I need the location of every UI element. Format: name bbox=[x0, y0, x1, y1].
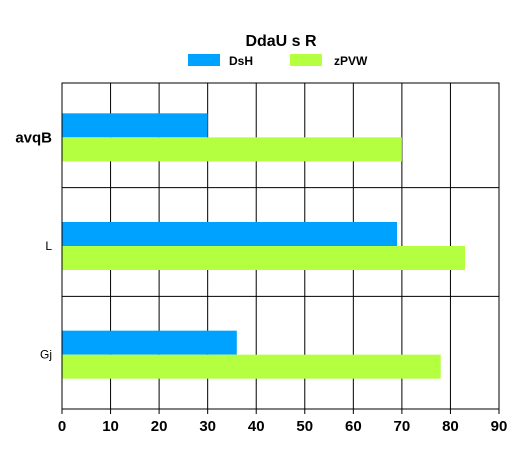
x-tick-label-80: 80 bbox=[442, 418, 459, 435]
legend-swatch-zPVW bbox=[290, 54, 322, 66]
legend-swatch-DsH bbox=[188, 54, 220, 66]
legend-label-zPVW: zPVW bbox=[334, 54, 368, 68]
plot-frame bbox=[61, 82, 500, 410]
bar-DsH-Gj bbox=[62, 330, 237, 355]
y-tick-label-Gj: Gj bbox=[40, 348, 52, 362]
bar-DsH-avqB bbox=[62, 113, 208, 138]
x-tick-label-10: 10 bbox=[102, 418, 119, 435]
chart-title: DdaU s R bbox=[245, 33, 317, 50]
x-tick-label-90: 90 bbox=[491, 418, 508, 435]
x-tick-label-20: 20 bbox=[151, 418, 168, 435]
y-tick-label-avqB: avqB bbox=[15, 129, 52, 146]
category-group-avqB bbox=[62, 113, 402, 162]
plot-area: avqB L Gj 0 10 20 30 40 50 60 70 80 90 bbox=[15, 82, 508, 435]
x-tick-label-30: 30 bbox=[199, 418, 216, 435]
category-group-L bbox=[62, 222, 466, 270]
x-tick-label-60: 60 bbox=[345, 418, 362, 435]
y-tick-label-L: L bbox=[45, 239, 52, 253]
x-tick-label-0: 0 bbox=[58, 418, 66, 435]
category-group-Gj bbox=[62, 330, 441, 379]
bar-DsH-L bbox=[62, 222, 398, 246]
legend-item-DsH: DsH bbox=[188, 54, 253, 68]
x-tick-label-40: 40 bbox=[248, 418, 265, 435]
x-tick-label-70: 70 bbox=[394, 418, 411, 435]
legend-label-DsH: DsH bbox=[229, 54, 253, 68]
legend-item-zPVW: zPVW bbox=[290, 54, 368, 68]
bar-zPVW-Gj bbox=[62, 354, 441, 379]
bar-zPVW-avqB bbox=[62, 137, 402, 162]
legend: DsH zPVW bbox=[188, 54, 368, 68]
x-tick-label-50: 50 bbox=[296, 418, 313, 435]
bar-zPVW-L bbox=[62, 246, 466, 270]
